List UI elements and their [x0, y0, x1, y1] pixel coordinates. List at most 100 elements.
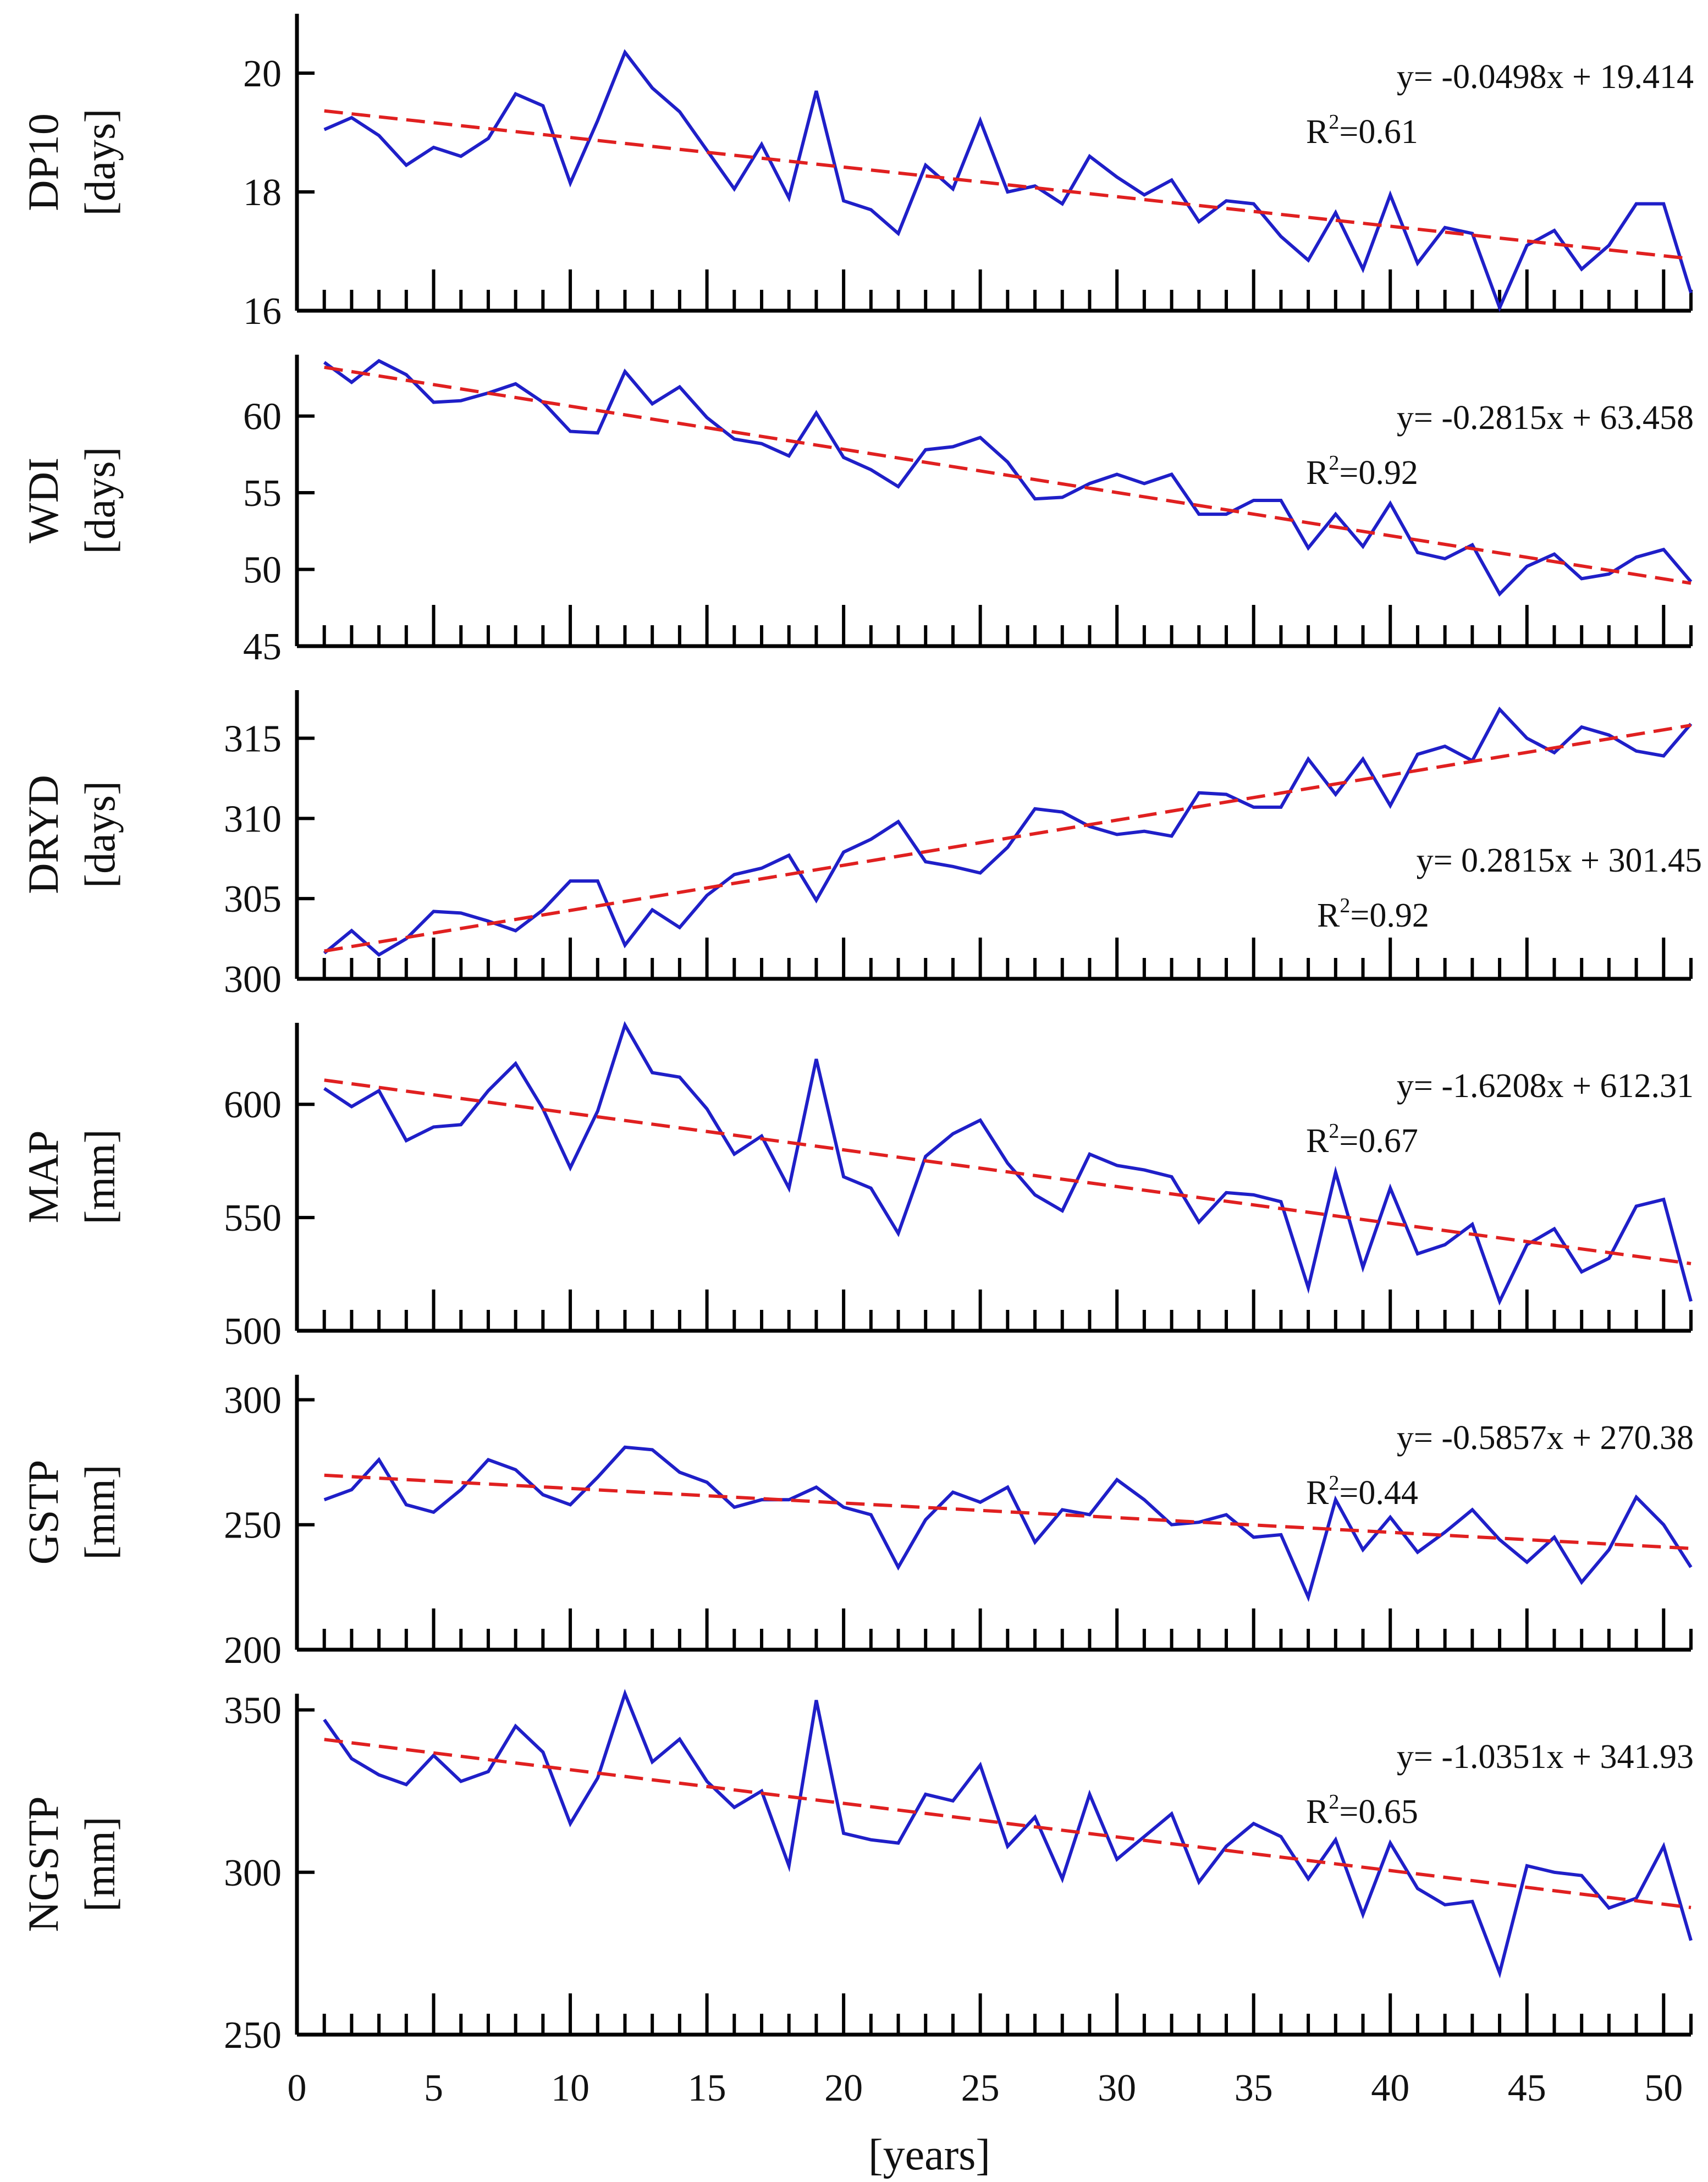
data-point-wdi-13	[651, 402, 654, 405]
data-point-wdi-47	[1580, 577, 1583, 580]
data-point-wdi-20	[842, 456, 845, 459]
data-point-dryd-2	[350, 929, 353, 933]
r-squared-ngstp: R2=0.65	[1306, 1790, 1418, 1831]
data-point-gstp-18	[787, 1498, 791, 1501]
x-tick-label-30: 30	[1098, 2067, 1136, 2109]
data-point-ngstp-45	[1525, 1864, 1529, 1867]
data-point-wdi-10	[569, 429, 572, 433]
data-point-map-15	[706, 1107, 709, 1110]
data-point-map-7	[487, 1089, 490, 1093]
data-point-dryd-36	[1279, 806, 1282, 809]
r-squared-symbol-gstp: R	[1306, 1474, 1329, 1512]
data-point-dp10-46	[1552, 229, 1556, 232]
data-point-ngstp-43	[1470, 1900, 1474, 1903]
data-point-map-42	[1443, 1243, 1447, 1247]
data-point-ngstp-19	[814, 1699, 818, 1702]
data-point-dp10-34	[1225, 199, 1228, 202]
data-point-ngstp-30	[1115, 1858, 1119, 1861]
data-point-gstp-28	[1061, 1508, 1064, 1511]
data-point-dryd-26	[1006, 846, 1009, 849]
data-point-map-5	[432, 1125, 436, 1128]
data-point-ngstp-44	[1498, 1971, 1501, 1975]
data-point-dp10-24	[951, 188, 955, 191]
data-point-dp10-28	[1061, 202, 1064, 206]
equation-dp10: y= -0.0498x + 19.414	[1397, 58, 1694, 96]
r-squared-map: R2=0.67	[1306, 1120, 1418, 1160]
data-point-dp10-49	[1635, 202, 1638, 206]
data-point-gstp-47	[1580, 1580, 1583, 1584]
data-point-ngstp-11	[596, 1777, 599, 1780]
data-point-gstp-29	[1088, 1513, 1091, 1517]
data-point-gstp-45	[1525, 1561, 1529, 1564]
r-squared-symbol-dp10: R	[1306, 113, 1329, 151]
data-point-map-23	[924, 1155, 927, 1158]
data-point-map-18	[787, 1187, 791, 1190]
data-point-gstp-42	[1443, 1530, 1447, 1534]
data-point-ngstp-41	[1416, 1887, 1419, 1890]
data-point-gstp-3	[377, 1458, 381, 1462]
data-point-wdi-4	[405, 373, 408, 376]
panel-gstp: 200 250 300 GSTP [mm] y= -0.5857x + 270.38 R2=…	[19, 1375, 1694, 1672]
data-point-wdi-34	[1225, 513, 1228, 516]
series-line-ngstp	[323, 1689, 1693, 1979]
x-tick-label-0: 0	[288, 2067, 307, 2109]
data-point-ngstp-18	[787, 1864, 791, 1867]
data-point-ngstp-16	[732, 1806, 736, 1809]
y-tick-label-dp10-18: 18	[243, 172, 282, 214]
y-axis-name-dryd: DRYD	[19, 775, 67, 894]
r-squared-value-wdi: =0.92	[1339, 454, 1418, 492]
data-point-wdi-37	[1307, 546, 1310, 549]
data-point-dp10-23	[924, 163, 927, 167]
data-point-ngstp-14	[678, 1738, 681, 1741]
data-point-dryd-45	[1525, 737, 1529, 740]
r-squared-dryd: R2=0.92	[1317, 894, 1429, 934]
r-squared-exponent-wdi: 2	[1329, 451, 1339, 475]
data-point-dp10-1	[323, 128, 326, 131]
x-tick-label-25: 25	[961, 2067, 1000, 2109]
data-point-dryd-15	[706, 894, 709, 897]
data-point-dryd-16	[732, 873, 736, 876]
data-point-gstp-7	[487, 1458, 490, 1462]
data-point-wdi-3	[377, 359, 381, 362]
data-point-wdi-6	[459, 399, 462, 403]
data-point-ngstp-33	[1197, 1880, 1200, 1883]
data-point-dp10-9	[541, 104, 544, 107]
data-point-map-46	[1552, 1227, 1556, 1231]
data-point-ngstp-26	[1006, 1845, 1009, 1848]
data-point-map-4	[405, 1139, 408, 1142]
r-squared-symbol-dryd: R	[1317, 897, 1340, 934]
trend-line-dp10	[324, 109, 1692, 261]
data-point-gstp-1	[323, 1498, 326, 1501]
data-point-wdi-14	[678, 385, 681, 389]
data-point-dryd-37	[1307, 757, 1310, 761]
data-point-wdi-31	[1143, 482, 1146, 485]
data-point-dp10-42	[1443, 226, 1447, 229]
x-tick-label-45: 45	[1508, 2067, 1546, 2109]
data-point-dryd-6	[459, 911, 462, 914]
data-point-wdi-35	[1252, 499, 1255, 502]
data-point-map-26	[1006, 1161, 1009, 1165]
data-point-ngstp-50	[1662, 1845, 1665, 1848]
r-squared-symbol-wdi: R	[1306, 454, 1329, 492]
data-point-wdi-40	[1389, 502, 1392, 505]
data-point-map-14	[678, 1076, 681, 1079]
data-point-dp10-19	[814, 89, 818, 92]
data-point-wdi-41	[1416, 551, 1419, 554]
data-point-gstp-11	[596, 1475, 599, 1479]
data-point-ngstp-37	[1307, 1877, 1310, 1881]
data-point-wdi-17	[760, 442, 763, 445]
y-axis-unit-map: [mm]	[76, 1129, 124, 1224]
data-point-map-6	[459, 1123, 462, 1126]
data-point-gstp-32	[1170, 1523, 1173, 1527]
data-point-wdi-1	[323, 361, 326, 364]
y-tick-label-gstp-200: 200	[224, 1629, 282, 1672]
data-point-wdi-28	[1061, 495, 1064, 499]
data-point-map-3	[377, 1089, 381, 1093]
y-tick-label-ngstp-300: 300	[224, 1852, 282, 1894]
data-point-dp10-13	[651, 86, 654, 90]
y-axis-name-dp10: DP10	[19, 113, 67, 211]
data-point-wdi-23	[924, 448, 927, 451]
data-point-ngstp-20	[842, 1832, 845, 1835]
data-point-dryd-42	[1443, 745, 1447, 748]
